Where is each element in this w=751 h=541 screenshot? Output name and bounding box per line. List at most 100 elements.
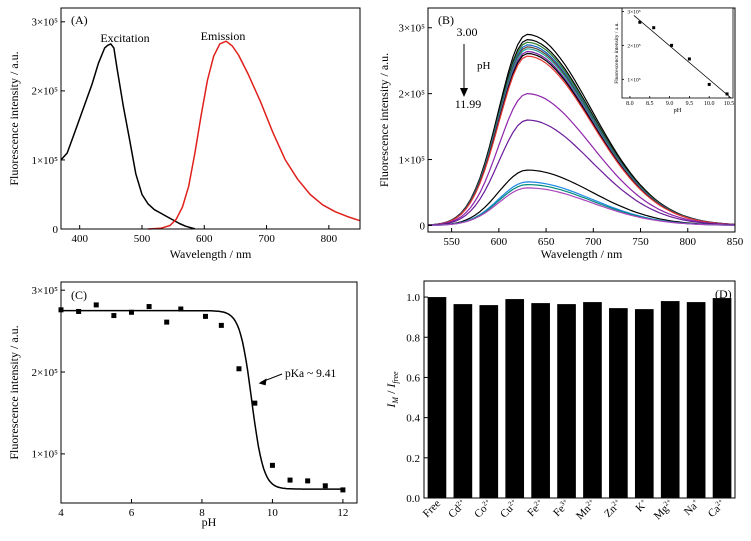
panel-d-category-name: Free xyxy=(421,498,443,520)
panel-c-x-tick-label: 12 xyxy=(337,507,348,519)
panel-c-x-tick-label: 4 xyxy=(58,507,64,519)
panel-d-category-label: Na+ xyxy=(681,497,702,518)
panel-b-inset-x-tick-label: 10.5 xyxy=(724,101,735,107)
panel-d-category-label: Ca2+ xyxy=(705,497,728,520)
panel-b-inset-y-tick-label: 1×10⁵ xyxy=(627,77,640,83)
panel-d-ylabel: IM / Ifree xyxy=(384,371,400,409)
panel-d-category-charge: 2+ xyxy=(506,497,517,508)
panel-b-inset-x-tick-label: 8.0 xyxy=(626,101,634,107)
panel-a-series-excitation xyxy=(60,43,196,230)
panel-b-inset-ylabel: Fluorescence intensity / a.u. xyxy=(614,22,620,84)
panel-d-category-label: K+ xyxy=(633,497,651,515)
panel-c-data-point xyxy=(322,483,328,489)
panel-d-category-charge: 2+ xyxy=(480,497,491,508)
panel-c-y-tick-label: 1×10⁵ xyxy=(31,449,58,461)
panel-d-category-label: Mg2+ xyxy=(651,497,676,522)
panel-a-x-tick-label: 600 xyxy=(196,233,213,245)
panel-b-x-tick-label: 800 xyxy=(680,236,697,248)
panel-b-frame xyxy=(427,7,736,233)
panel-d-category-charge: 2+ xyxy=(455,497,466,508)
panel-d-ylabel-part: / xyxy=(384,388,398,397)
panel-d-bar xyxy=(427,297,447,498)
panel-b-inset-point xyxy=(638,20,642,24)
panel-d-bar xyxy=(453,304,473,498)
panel-c-data-point xyxy=(252,400,258,406)
panel-a-y-tick-label: 2×10⁵ xyxy=(31,86,58,98)
panel-a-y-tick-label: 1×10⁵ xyxy=(31,155,58,167)
panel-d-category-label: Mn2+ xyxy=(573,497,598,522)
panel-b-x-tick-label: 650 xyxy=(538,236,555,248)
panel-b-inset-y-tick-label: 3×10⁵ xyxy=(627,9,640,15)
panel-c-x-tick-label: 10 xyxy=(267,507,279,519)
panel-b-inset-x-tick-label: 8.5 xyxy=(646,101,654,107)
panel-d-category-label: Zn2+ xyxy=(601,497,624,520)
panel-d-category-charge: 2+ xyxy=(532,497,543,508)
panel-b-inset-fit-line xyxy=(633,15,732,99)
panel-a-label: (A) xyxy=(71,13,88,27)
panel-d-ylabel-part: free xyxy=(391,371,400,384)
panel-c-label: (C) xyxy=(71,288,87,302)
panel-a-y-tick-label: 0 xyxy=(53,224,59,236)
panel-d-bar xyxy=(634,309,654,498)
panel-c-annotation-pka: pKa ~ 9.41 xyxy=(285,368,337,380)
panel-d-ylabel-part: M xyxy=(391,396,400,405)
panel-b-inset-x-tick-label: 10.0 xyxy=(704,101,715,107)
panel-b-inset-x-tick-label: 9.5 xyxy=(686,101,694,107)
panel-d-y-tick-label: 0.4 xyxy=(406,413,420,425)
panel-b-inset-point xyxy=(670,43,674,47)
panel-d-category-label: Fe3+ xyxy=(550,497,572,519)
panel-a-annotation-emission: Emission xyxy=(201,29,246,43)
panel-d-bar xyxy=(609,308,628,498)
panel-d-bar xyxy=(557,304,576,498)
panel-b-inset-point xyxy=(652,26,656,30)
panel-d-y-tick-label: 0.0 xyxy=(406,493,420,505)
panel-d-category-charge: + xyxy=(638,497,646,505)
panel-b-y-tick-label: 0 xyxy=(420,220,426,232)
panel-b-x-tick-label: 700 xyxy=(585,236,602,248)
panel-c-x-tick-label: 8 xyxy=(199,507,205,519)
panel-c-xlabel: pH xyxy=(202,515,217,529)
panel-c-annotation-arrowhead xyxy=(258,378,267,386)
panel-c-fit-curve xyxy=(61,309,343,490)
panel-b-x-tick-label: 750 xyxy=(632,236,649,248)
panel-d-bar xyxy=(531,303,550,498)
panel-b-annotation-ph-start: 3.00 xyxy=(457,25,478,39)
panel-d-frame xyxy=(423,280,736,499)
panel-c-data-point xyxy=(202,313,208,319)
panel-d-bar xyxy=(686,302,706,498)
panel-d-bar xyxy=(505,299,525,498)
panel-a-x-tick-label: 800 xyxy=(321,233,338,245)
panel-a-x-tick-label: 700 xyxy=(258,233,275,245)
panel-c-data-point xyxy=(164,319,170,325)
panel-d-bar xyxy=(660,301,680,498)
panel-d-category-charge: 2+ xyxy=(714,497,725,508)
panel-d-y-tick-label: 0.2 xyxy=(406,453,420,465)
panel-b-y-tick-label: 3×10⁵ xyxy=(398,23,425,35)
panel-d-category-label: Cd2+ xyxy=(445,497,469,521)
panel-b-annotation-ph-end: 11.99 xyxy=(455,97,482,111)
panel-d-category-charge: 2+ xyxy=(662,497,673,508)
panel-b-inset-point xyxy=(725,92,729,96)
panel-c-data-point xyxy=(76,308,82,314)
panel-c-data-point xyxy=(236,366,242,372)
panel-a-x-tick-label: 400 xyxy=(71,233,88,245)
panel-c-data-point xyxy=(287,477,293,483)
panel-d-y-tick-label: 1.0 xyxy=(406,292,420,304)
panel-c-data-point xyxy=(305,478,311,484)
panel-d-y-tick-label: 0.8 xyxy=(406,332,420,344)
panel-b-inset-y-tick-label: 2×10⁵ xyxy=(627,43,640,49)
panel-d-category-label: Free xyxy=(421,498,443,520)
panel-d-category-charge: + xyxy=(690,497,698,505)
panel-c-data-point xyxy=(93,302,99,308)
panel-c-x-tick-label: 6 xyxy=(129,507,135,519)
panel-b-y-tick-label: 2×10⁵ xyxy=(398,88,425,100)
panel-b-x-tick-label: 600 xyxy=(491,236,508,248)
panel-b-arrow-head xyxy=(460,88,468,97)
panel-c-ylabel: Fluorescence intensity / a.u. xyxy=(7,325,21,459)
panel-c-data-point xyxy=(128,309,134,315)
panel-b-inset-point xyxy=(687,57,691,61)
panel-d-category-charge: 2+ xyxy=(610,497,621,508)
panel-d-label: (D) xyxy=(715,287,732,301)
panel-d-category-label: Fe2+ xyxy=(525,497,547,519)
